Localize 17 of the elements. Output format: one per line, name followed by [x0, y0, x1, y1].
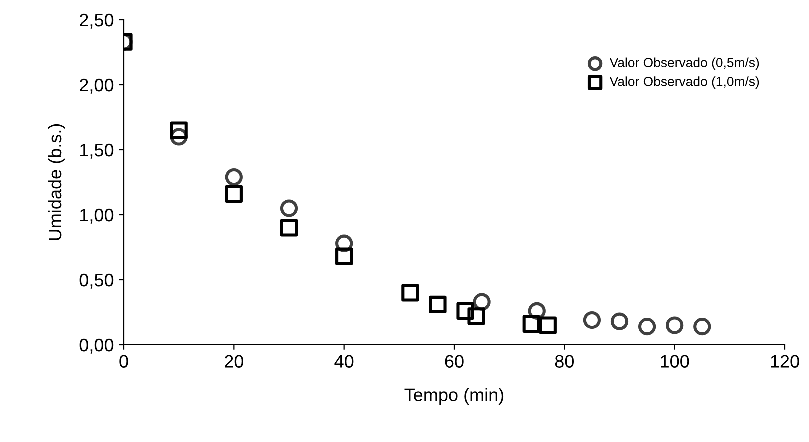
y-axis-title: Umidade (b.s.)	[48, 124, 66, 240]
x-tick-label: 0	[120, 355, 128, 368]
y-tick-label: 2,00	[80, 78, 114, 94]
y-tick-label: 2,50	[80, 14, 114, 29]
y-tick-label: 0,50	[80, 274, 114, 289]
legend-label: Valor Observado (1,0m/s)	[610, 76, 760, 89]
x-tick-label: 120	[771, 355, 800, 368]
x-tick-label: 80	[555, 355, 574, 368]
legend-label: Valor Observado (0,5m/s)	[610, 58, 760, 70]
x-tick-label: 100	[661, 355, 690, 368]
x-tick-label: 40	[334, 355, 354, 368]
x-tick-label: 20	[225, 355, 244, 368]
y-tick-label: 1,00	[80, 208, 114, 224]
x-tick-label: 60	[445, 355, 464, 368]
y-tick-label: 0,00	[80, 338, 114, 354]
x-axis-title: Tempo (min)	[404, 388, 504, 406]
y-tick-label: 1,50	[80, 144, 114, 159]
